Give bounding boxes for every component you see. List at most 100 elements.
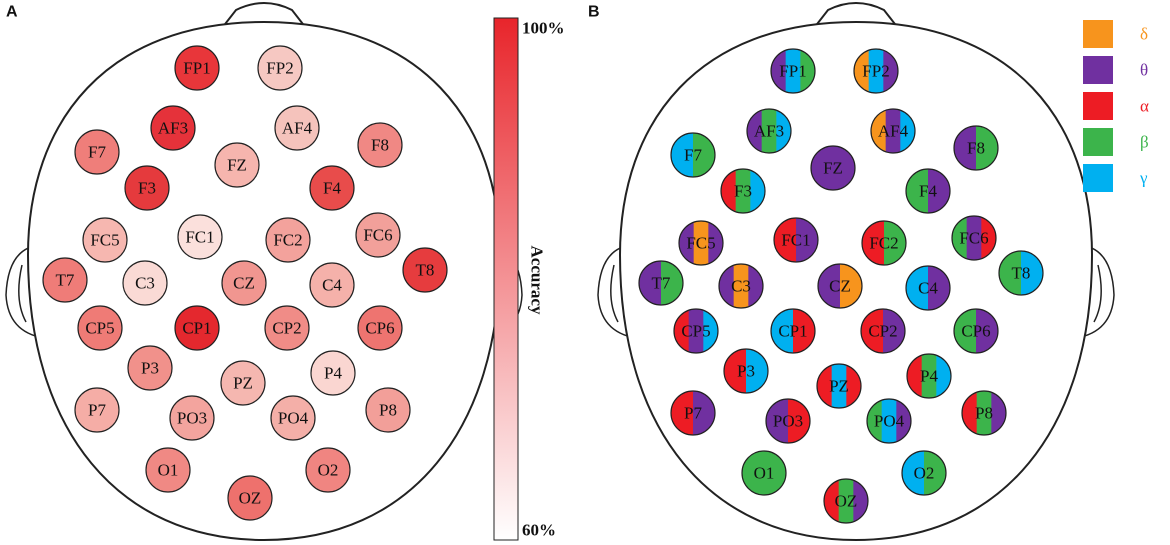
electrode-label: P7 bbox=[88, 401, 106, 420]
electrode bbox=[124, 165, 170, 211]
electrode-label: F3 bbox=[734, 182, 752, 201]
electrode-label: FC1 bbox=[185, 228, 214, 247]
electrode-border bbox=[823, 478, 869, 524]
band-stripe bbox=[936, 354, 951, 398]
electrode bbox=[365, 387, 411, 433]
electrode bbox=[818, 264, 862, 308]
electrode-label: P3 bbox=[737, 362, 755, 381]
electrode bbox=[906, 266, 950, 310]
electrode-label: F4 bbox=[323, 179, 341, 198]
electrode-label: FC6 bbox=[959, 229, 988, 248]
band-stripe bbox=[693, 221, 709, 265]
electrode-border bbox=[718, 263, 764, 309]
electrode bbox=[274, 105, 320, 151]
electrode-label: CP1 bbox=[182, 319, 211, 338]
electrode-label: CZ bbox=[233, 274, 255, 293]
band-stripe bbox=[846, 364, 861, 408]
band-stripe bbox=[928, 266, 950, 310]
band-stripe bbox=[954, 126, 977, 170]
electrode bbox=[724, 349, 768, 393]
band-stripe bbox=[881, 399, 897, 443]
electrode bbox=[227, 475, 273, 521]
electrode-label: OZ bbox=[835, 492, 858, 511]
band-stripe bbox=[693, 391, 715, 435]
electrode bbox=[169, 395, 215, 441]
electrode bbox=[854, 49, 898, 93]
electrode bbox=[77, 305, 123, 351]
electrode bbox=[309, 262, 355, 308]
electrode-label: O1 bbox=[158, 461, 179, 480]
band-stripe bbox=[921, 354, 937, 398]
electrode-label: PO4 bbox=[874, 412, 905, 431]
electrode-label: FC5 bbox=[90, 231, 119, 250]
legend-label: δ bbox=[1140, 25, 1148, 44]
colorbar-max: 100% bbox=[522, 19, 565, 38]
electrode bbox=[679, 221, 723, 265]
electrode-border bbox=[770, 48, 816, 94]
band-stripe bbox=[776, 109, 791, 153]
electrode-label: FP1 bbox=[779, 62, 806, 81]
electrode bbox=[671, 391, 715, 435]
electrode bbox=[742, 451, 786, 495]
legend-swatch bbox=[1083, 20, 1113, 48]
electrode bbox=[721, 169, 765, 213]
electrode bbox=[357, 122, 403, 168]
band-stripe bbox=[883, 49, 898, 93]
electrode bbox=[952, 216, 996, 260]
electrode bbox=[817, 364, 861, 408]
band-stripe bbox=[721, 169, 737, 213]
band-stripe bbox=[924, 451, 946, 495]
band-stripe bbox=[854, 49, 870, 93]
band-stripe bbox=[774, 218, 797, 262]
electrode-label: FZ bbox=[823, 159, 843, 178]
electrode bbox=[122, 260, 168, 306]
band-stripe bbox=[991, 391, 1006, 435]
electrode-label: CP1 bbox=[778, 322, 807, 341]
electrode-border bbox=[670, 390, 716, 436]
band-stripe bbox=[703, 309, 718, 353]
band-stripe bbox=[788, 399, 810, 443]
electrode bbox=[824, 479, 868, 523]
electrode-label: PO4 bbox=[278, 409, 309, 428]
electrode-border bbox=[953, 308, 999, 354]
electrode-label: AF4 bbox=[878, 122, 909, 141]
electrode-border bbox=[773, 217, 819, 263]
electrode bbox=[862, 221, 906, 265]
band-stripe bbox=[962, 391, 978, 435]
electrode-label: T8 bbox=[1012, 264, 1031, 283]
electrode bbox=[150, 105, 196, 151]
band-stripe bbox=[771, 309, 794, 353]
band-stripe bbox=[853, 479, 868, 523]
band-stripe bbox=[981, 216, 996, 260]
colorbar-min: 60% bbox=[522, 521, 556, 540]
electrode bbox=[214, 142, 260, 188]
band-stripe bbox=[906, 266, 929, 310]
electrode-border bbox=[905, 265, 951, 311]
band-stripe bbox=[761, 109, 777, 153]
band-stripe bbox=[735, 169, 751, 213]
electrode-border bbox=[861, 220, 907, 266]
band-stripe bbox=[719, 264, 735, 308]
electrode bbox=[264, 305, 310, 351]
electrode-label: FP2 bbox=[862, 62, 889, 81]
electrode bbox=[906, 169, 950, 213]
band-stripe bbox=[679, 221, 695, 265]
electrode bbox=[774, 218, 818, 262]
legend-swatch bbox=[1083, 56, 1113, 84]
band-stripe bbox=[817, 364, 833, 408]
electrode bbox=[357, 305, 403, 351]
band-stripe bbox=[671, 133, 694, 177]
electrode-label: AF3 bbox=[754, 122, 784, 141]
electrode bbox=[402, 247, 448, 293]
band-stripe bbox=[674, 309, 690, 353]
electrode bbox=[82, 217, 128, 263]
band-stripe bbox=[693, 133, 715, 177]
electrode-border bbox=[860, 308, 906, 354]
band-stripe bbox=[907, 354, 923, 398]
electrode bbox=[174, 305, 220, 351]
electrode bbox=[999, 251, 1043, 295]
band-stripe bbox=[838, 479, 854, 523]
electrode-label: F7 bbox=[684, 146, 702, 165]
legend-swatch bbox=[1083, 92, 1113, 120]
electrode-border bbox=[723, 348, 769, 394]
